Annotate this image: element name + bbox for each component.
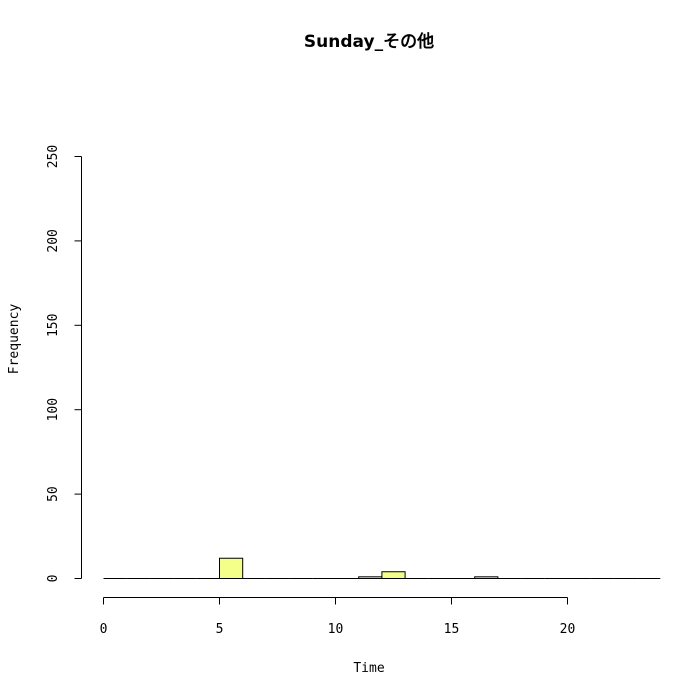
- x-tick-label: 5: [216, 622, 224, 637]
- y-tick-label: 50: [46, 486, 61, 502]
- x-axis-label: Time: [353, 661, 384, 676]
- y-tick-label: 150: [46, 314, 61, 337]
- y-tick-label: 250: [46, 145, 61, 168]
- x-tick-label: 20: [560, 622, 576, 637]
- x-axis: 0 5 10 15 20: [100, 597, 576, 637]
- y-axis-label: Frequency: [7, 304, 22, 375]
- x-tick-label: 10: [328, 622, 344, 637]
- x-tick-label: 15: [444, 622, 460, 637]
- histogram-bar: [219, 557, 244, 580]
- histogram-bar: [474, 576, 499, 580]
- y-tick-label: 0: [46, 575, 61, 583]
- histogram-bar: [358, 576, 383, 580]
- y-tick-label: 200: [46, 229, 61, 252]
- chart-title: Sunday_その他: [304, 31, 434, 52]
- histogram-bars: [103, 557, 661, 580]
- x-tick-label: 0: [100, 622, 108, 637]
- y-tick-label: 100: [46, 398, 61, 421]
- y-axis: 0 50 100 150 200 250: [46, 145, 82, 583]
- histogram-bar: [381, 571, 406, 579]
